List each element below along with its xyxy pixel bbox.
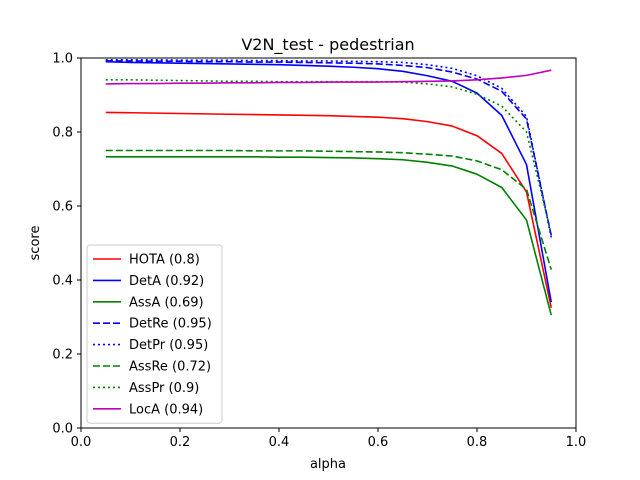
legend: HOTA (0.8) DetA (0.92) AssA (0.69) DetRe (0… — [86, 244, 223, 424]
series-line-3 — [105, 60, 553, 236]
legend-box — [86, 244, 223, 424]
legend-label: DetA (0.92) — [129, 274, 204, 289]
y-tick-label: 0.6 — [52, 200, 73, 215]
legend-label: AssA (0.69) — [129, 295, 204, 310]
chart-title: V2N_test - pedestrian — [241, 35, 414, 55]
x-tick-label: 0.6 — [368, 435, 389, 450]
x-axis-title: alpha — [310, 457, 346, 472]
y-tick-label: 0.4 — [52, 274, 73, 289]
x-tick-label: 1.0 — [566, 435, 587, 450]
series-line-2 — [105, 155, 553, 316]
series-line-1 — [105, 60, 553, 303]
y-axis: 0.0 0.2 0.4 0.6 0.8 1.0 — [52, 52, 81, 437]
x-tick-label: 0.0 — [71, 435, 92, 450]
x-tick-label: 0.2 — [170, 435, 191, 450]
x-tick-label: 0.8 — [467, 435, 488, 450]
y-axis-title: score — [28, 226, 43, 261]
series-line-0 — [105, 111, 553, 308]
legend-label: LocA (0.94) — [129, 402, 203, 417]
y-tick-label: 1.0 — [52, 52, 73, 67]
legend-label: DetRe (0.95) — [129, 317, 212, 332]
legend-label: HOTA (0.8) — [129, 253, 200, 268]
series-line-4 — [105, 59, 553, 238]
plot-frame — [80, 57, 577, 429]
legend-label: AssPr (0.9) — [129, 381, 199, 396]
series-line-7 — [105, 69, 552, 85]
legend-label: AssRe (0.72) — [129, 360, 211, 375]
y-tick-label: 0.0 — [52, 422, 73, 437]
x-tick-label: 0.4 — [269, 435, 290, 450]
series-line-5 — [105, 149, 553, 270]
x-axis: 0.0 0.2 0.4 0.6 0.8 1.0 — [71, 428, 587, 450]
y-tick-label: 0.2 — [52, 348, 73, 363]
y-tick-label: 0.8 — [52, 126, 73, 141]
plot-lines — [105, 59, 553, 316]
legend-label: DetPr (0.95) — [129, 338, 208, 353]
